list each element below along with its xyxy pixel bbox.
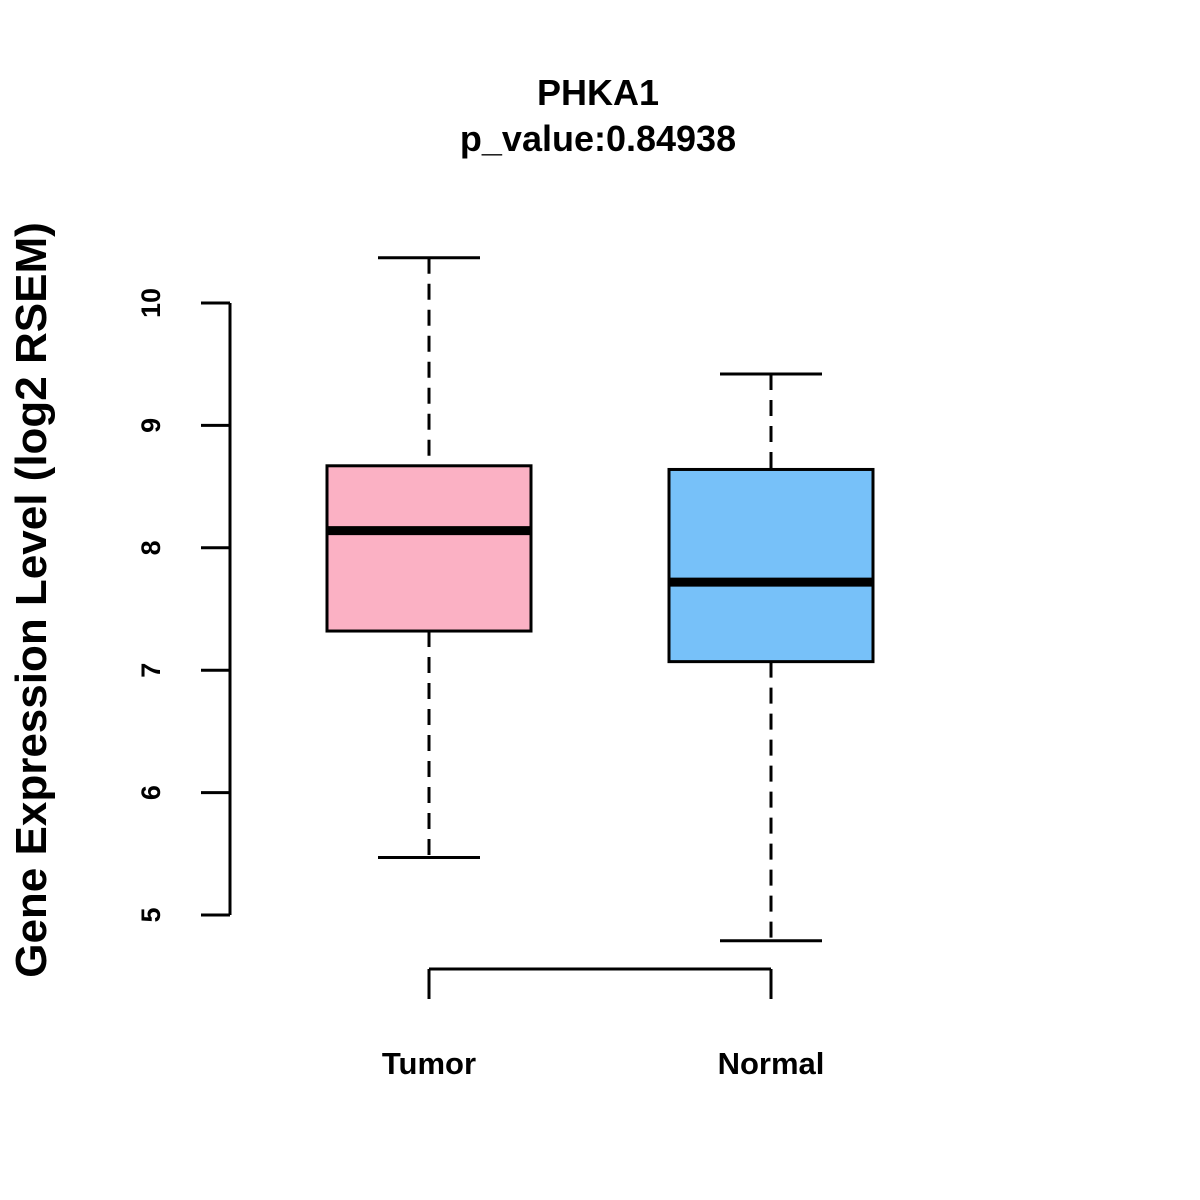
y-axis: 5 6 7 8 9 10 bbox=[136, 288, 232, 923]
chart-subtitle: p_value:0.84938 bbox=[460, 118, 736, 159]
x-axis-categories: Tumor Normal bbox=[382, 1046, 824, 1081]
comparison-bracket bbox=[427, 967, 773, 999]
iqr-box bbox=[325, 464, 533, 633]
y-tick-label: 8 bbox=[136, 540, 166, 555]
chart-title: PHKA1 bbox=[537, 72, 659, 113]
y-axis-label: Gene Expression Level (log2 RSEM) bbox=[7, 222, 56, 978]
iqr-box bbox=[667, 467, 875, 664]
y-tick-label: 7 bbox=[136, 663, 166, 678]
box-tumor bbox=[325, 256, 533, 859]
box-group bbox=[325, 256, 875, 943]
x-category-label: Tumor bbox=[382, 1046, 476, 1081]
x-category-label: Normal bbox=[718, 1046, 825, 1081]
y-tick-label: 10 bbox=[136, 288, 166, 318]
y-tick-label: 6 bbox=[136, 785, 166, 800]
y-tick-label: 5 bbox=[136, 907, 166, 922]
box-normal bbox=[667, 372, 875, 943]
y-tick-label: 9 bbox=[136, 418, 166, 433]
